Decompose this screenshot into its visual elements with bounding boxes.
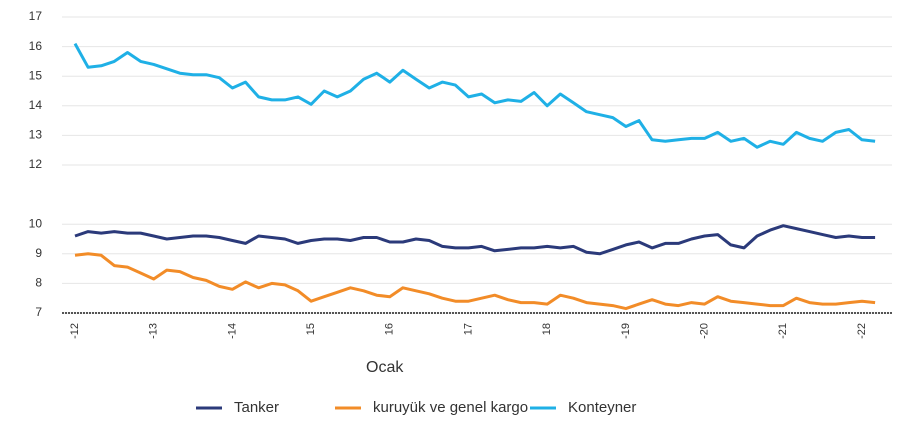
x-tick-label: 17	[462, 323, 474, 335]
y-tick-label: 12	[29, 157, 43, 171]
y-tick-label: 13	[29, 128, 43, 142]
x-axis-label: Ocak	[366, 359, 404, 376]
y-tick-label: 15	[29, 68, 43, 82]
y-tick-label: 16	[29, 39, 43, 53]
legend-label: Konteyner	[568, 399, 636, 416]
x-tick-label: -14	[226, 323, 238, 339]
x-tick-label: 15	[305, 323, 317, 335]
legend-label: kuruyük ve genel kargo	[373, 399, 528, 416]
y-tick-label: 9	[35, 246, 42, 260]
y-tick-label: 7	[35, 305, 42, 319]
x-tick-label: -19	[620, 323, 632, 339]
y-tick-label: 10	[29, 216, 43, 230]
series-line	[74, 252, 876, 311]
y-tick-label: 14	[29, 98, 43, 112]
x-tick-label: -13	[148, 323, 160, 339]
x-tick-label: 16	[384, 323, 396, 335]
x-tick-label: -21	[777, 323, 789, 339]
series-line	[73, 42, 876, 149]
x-tick-label: -20	[699, 323, 711, 339]
x-tick-label: -22	[856, 323, 868, 339]
legend-label: Tanker	[234, 399, 279, 416]
series-line	[74, 224, 876, 256]
y-tick-label: 17	[29, 9, 43, 23]
x-tick-label: -12	[69, 323, 81, 339]
y-tick-label: 8	[35, 276, 42, 290]
x-tick-label: 18	[541, 323, 553, 335]
